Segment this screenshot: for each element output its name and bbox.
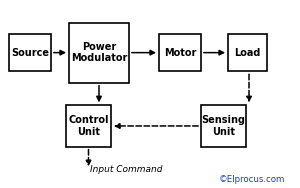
Text: Source: Source (11, 48, 49, 58)
Bar (159, 34, 201, 71)
Bar (201, 105, 246, 147)
Text: Load: Load (234, 48, 261, 58)
Bar (69, 23, 129, 83)
Text: Sensing
Unit: Sensing Unit (202, 115, 245, 137)
Bar (66, 105, 111, 147)
Bar (9, 34, 51, 71)
Text: ©Elprocus.com: ©Elprocus.com (219, 175, 285, 184)
Text: Input Command: Input Command (90, 165, 162, 174)
Text: Power
Modulator: Power Modulator (71, 42, 127, 63)
Text: Motor: Motor (164, 48, 196, 58)
Text: Control
Unit: Control Unit (68, 115, 109, 137)
Bar (228, 34, 267, 71)
